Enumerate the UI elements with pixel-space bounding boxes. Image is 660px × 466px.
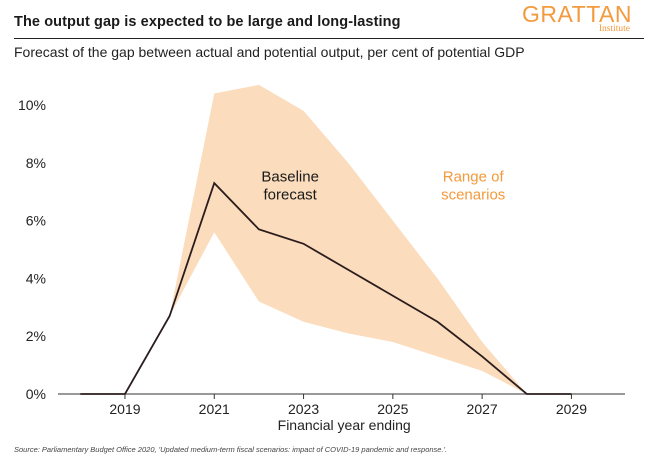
baseline-forecast-line xyxy=(80,181,572,395)
baseline-annotation: Baseline forecast xyxy=(261,169,319,204)
x-tick-label: 2025 xyxy=(377,401,408,417)
y-tick-label: 4% xyxy=(26,270,46,286)
x-tick-label: 2029 xyxy=(556,401,587,417)
logo-sub: Institute xyxy=(598,24,630,34)
x-tick-label: 2021 xyxy=(199,401,230,417)
source-note: Source: Parliamentary Budget Office 2020… xyxy=(14,445,448,454)
grattan-logo: GRATTAN Institute xyxy=(522,2,632,34)
chart-title: The output gap is expected to be large a… xyxy=(14,14,401,30)
x-tick-label: 2019 xyxy=(109,401,140,417)
x-tick-label: 2023 xyxy=(288,401,319,417)
chart-subtitle: Forecast of the gap between actual and p… xyxy=(14,44,525,60)
x-tick-label: 2027 xyxy=(467,401,498,417)
annotation-line: forecast xyxy=(263,187,317,204)
title-rule xyxy=(14,38,644,39)
y-tick-label: 0% xyxy=(26,386,46,402)
logo-name: GRATTAN xyxy=(522,1,632,27)
x-axis-title: Financial year ending xyxy=(278,417,411,433)
annotation-line: Baseline xyxy=(261,169,319,186)
annotation-line: scenarios xyxy=(441,187,505,204)
y-tick-label: 6% xyxy=(26,213,46,229)
annotation-line: Range of xyxy=(443,169,505,186)
y-tick-label: 10% xyxy=(18,97,46,113)
scenario-range-band xyxy=(169,84,527,394)
y-tick-label: 8% xyxy=(26,155,46,171)
range-annotation: Range of scenarios xyxy=(441,169,505,204)
y-tick-label: 2% xyxy=(26,328,46,344)
